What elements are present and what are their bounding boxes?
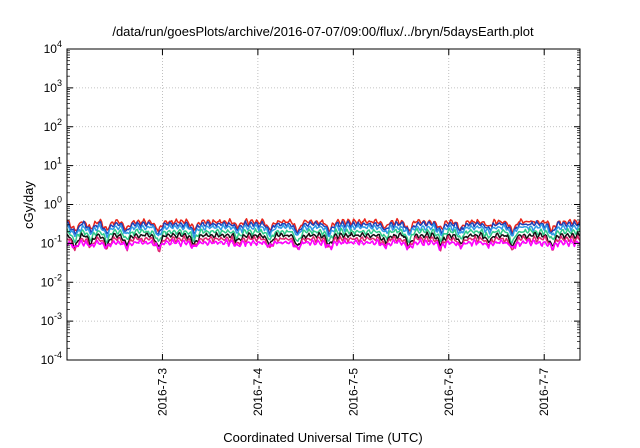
x-tick-label: 2016-7-7 — [537, 368, 551, 416]
plot-frame — [66, 48, 581, 361]
y-tick-label: 100 — [44, 195, 62, 212]
series-line — [66, 223, 581, 239]
grid — [67, 49, 580, 360]
series-line — [66, 231, 581, 250]
y-axis-label: cGy/day — [21, 181, 36, 229]
y-tick-label: 101 — [44, 156, 62, 173]
chart-title: /data/run/goesPlots/archive/2016-07-07/0… — [112, 24, 534, 39]
y-tick-label: 10-4 — [41, 350, 62, 367]
x-tick-label: 2016-7-6 — [442, 368, 456, 416]
x-tick-label: 2016-7-4 — [251, 368, 265, 416]
series-line — [66, 227, 581, 244]
y-tick-label: 10-1 — [41, 233, 62, 250]
x-tick-label: 2016-7-5 — [346, 368, 360, 416]
y-tick-label: 104 — [44, 39, 62, 56]
series-line — [66, 235, 581, 253]
series-line — [67, 220, 581, 237]
x-tick-label: 2016-7-3 — [155, 368, 169, 416]
y-tick-label: 102 — [44, 117, 62, 134]
series-line — [66, 238, 581, 251]
y-tick-label: 10-3 — [41, 311, 62, 328]
tick-layer: 10-4 10-3 10-2 10-1 100 101 102 103 104 2016-7-3 2… — [41, 39, 580, 416]
series-layer — [66, 217, 581, 253]
y-tick-label: 10-2 — [41, 272, 62, 289]
y-tick-label: 103 — [44, 78, 62, 95]
x-axis-label: Coordinated Universal Time (UTC) — [223, 430, 422, 445]
